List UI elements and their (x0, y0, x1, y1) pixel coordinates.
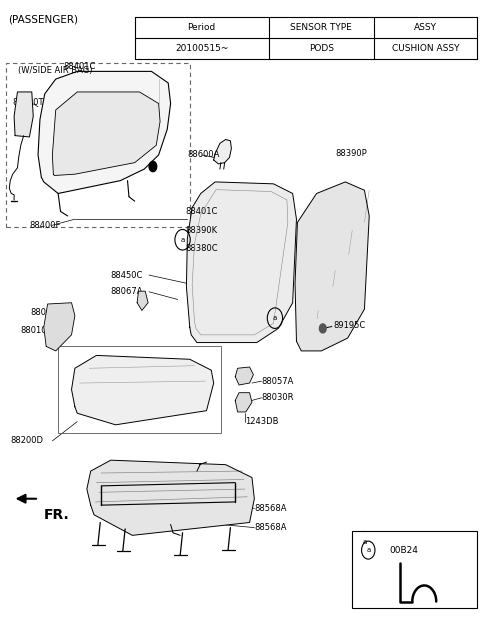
Text: 88450C: 88450C (111, 270, 143, 279)
Text: 88401C: 88401C (185, 207, 217, 216)
Text: SENSOR TYPE: SENSOR TYPE (290, 23, 352, 32)
Text: 88380C: 88380C (185, 244, 217, 253)
Text: 88057A: 88057A (262, 377, 294, 386)
Polygon shape (235, 393, 252, 412)
Text: CUSHION ASSY: CUSHION ASSY (392, 44, 459, 53)
Text: 88063: 88063 (30, 308, 57, 317)
Text: 1338AC: 1338AC (116, 106, 148, 115)
Text: 88200D: 88200D (10, 437, 43, 446)
Text: 88401C: 88401C (63, 62, 96, 71)
Text: a: a (273, 315, 277, 321)
Text: 88067A: 88067A (111, 287, 143, 296)
Bar (6, 63, 190, 227)
Text: 88400F: 88400F (29, 221, 61, 230)
Bar (352, 531, 477, 608)
Text: 00B24: 00B24 (387, 537, 416, 546)
Text: ASSY: ASSY (414, 23, 437, 32)
Text: 88600A: 88600A (187, 151, 220, 160)
Text: a: a (366, 547, 371, 553)
Text: a: a (180, 237, 185, 243)
Polygon shape (235, 367, 253, 385)
Text: PODS: PODS (309, 44, 334, 53)
Text: 88390P: 88390P (336, 149, 368, 158)
Bar (58, 346, 221, 433)
Text: 00B24: 00B24 (390, 545, 419, 554)
Text: 88568A: 88568A (254, 523, 287, 532)
Text: 88568A: 88568A (254, 504, 287, 513)
Polygon shape (214, 140, 231, 164)
Text: 88010R: 88010R (21, 326, 53, 335)
Polygon shape (38, 71, 170, 193)
Polygon shape (137, 291, 148, 310)
Polygon shape (186, 182, 297, 343)
Polygon shape (295, 182, 369, 351)
Text: 20100515~: 20100515~ (175, 44, 228, 53)
Polygon shape (52, 92, 160, 175)
Text: (W/SIDE AIR BAG): (W/SIDE AIR BAG) (18, 66, 93, 75)
Polygon shape (44, 303, 75, 351)
Text: 88030R: 88030R (262, 393, 294, 402)
Polygon shape (14, 92, 33, 137)
Text: FR.: FR. (44, 507, 70, 522)
Text: Period: Period (188, 23, 216, 32)
Text: 89195C: 89195C (333, 321, 366, 330)
Circle shape (149, 162, 157, 172)
Text: 88920T: 88920T (12, 98, 44, 107)
Polygon shape (87, 460, 254, 535)
Text: 88390K: 88390K (185, 225, 217, 234)
Text: (PASSENGER): (PASSENGER) (8, 15, 78, 25)
Circle shape (320, 324, 326, 333)
Text: 1243DB: 1243DB (245, 417, 278, 426)
Text: a: a (362, 539, 367, 545)
Polygon shape (72, 355, 214, 425)
